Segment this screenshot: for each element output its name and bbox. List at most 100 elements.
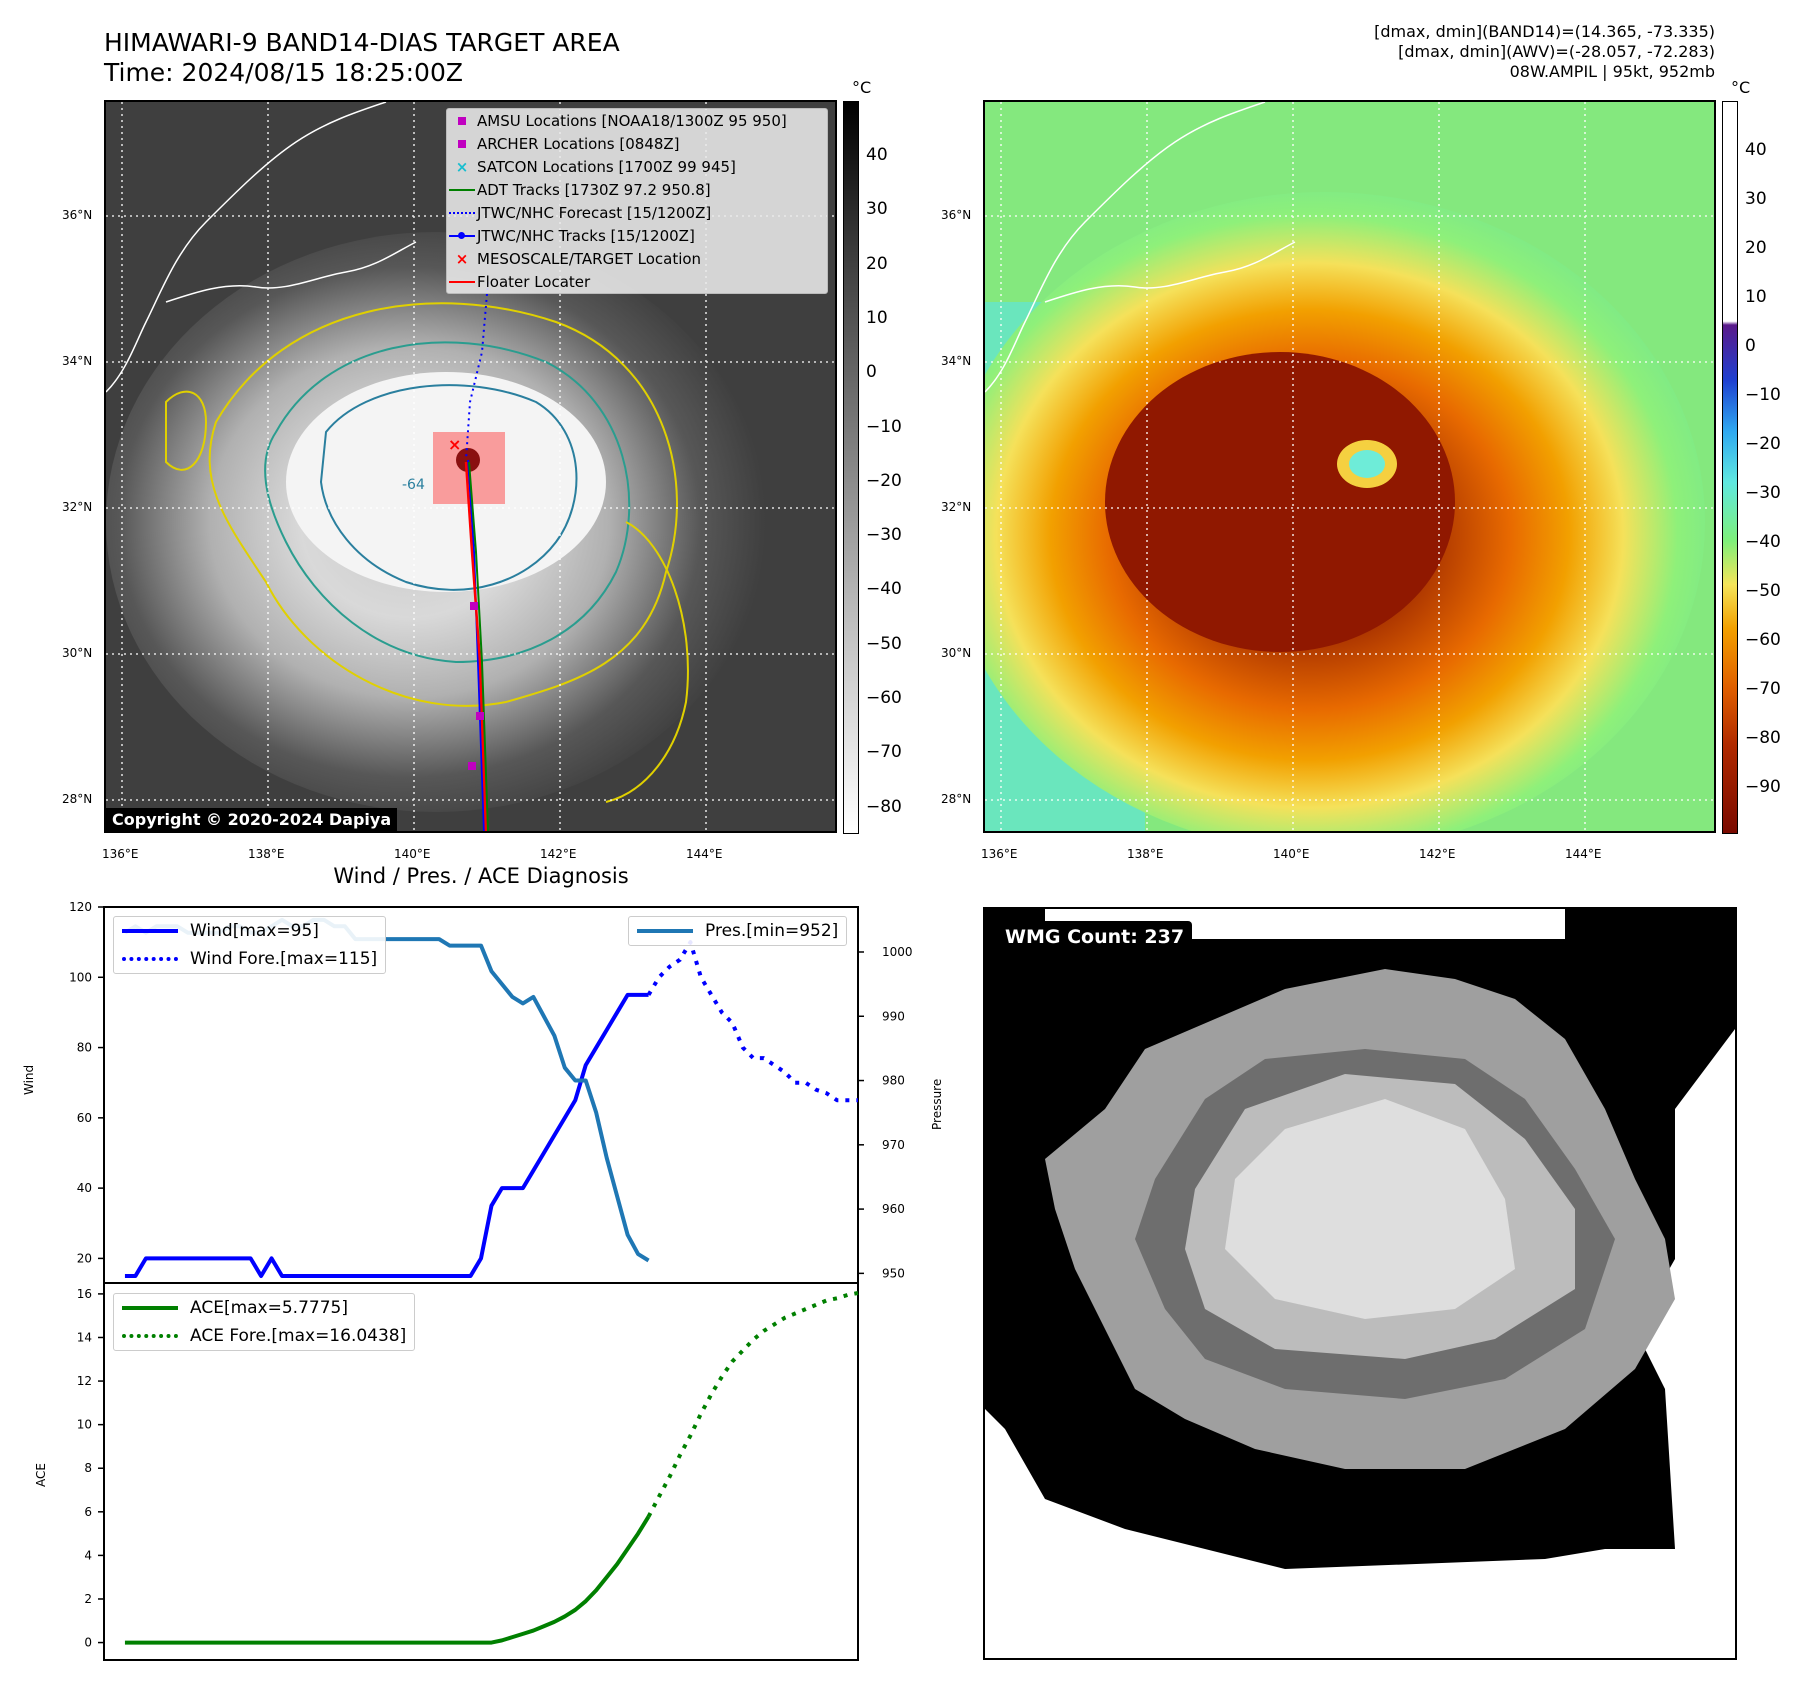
wind-tick-label: 80 bbox=[77, 1041, 92, 1055]
lon-label: 138°E bbox=[248, 847, 285, 861]
awv-colorbar-tick-label: −10 bbox=[1745, 385, 1781, 405]
pressure-axis-label: Pressure bbox=[930, 1078, 944, 1130]
ace-axis-label: ACE bbox=[34, 1463, 48, 1487]
wind-series-line-1 bbox=[646, 940, 858, 1103]
wmg-panel[interactable]: WMG Count: 237 bbox=[983, 907, 1737, 1660]
wind-series-line-0 bbox=[124, 992, 649, 1278]
lat-label: 32°N bbox=[62, 500, 93, 514]
ir-map-legend: AMSU Locations [NOAA18/1300Z 95 950] ARC… bbox=[446, 108, 828, 294]
copyright-badge: Copyright © 2020-2024 Dapiya bbox=[106, 808, 398, 831]
info-line-band14: [dmax, dmin](BAND14)=(14.365, -73.335) bbox=[1374, 22, 1715, 41]
figure-title-line1: HIMAWARI-9 BAND14-DIAS TARGET AREA bbox=[104, 28, 620, 57]
lon-label: 136°E bbox=[981, 847, 1018, 861]
legend-item-archer: ARCHER Locations [0848Z] bbox=[447, 132, 827, 155]
lat-label: 30°N bbox=[941, 646, 972, 660]
figure-title-line2: Time: 2024/08/15 18:25:00Z bbox=[104, 58, 463, 87]
awv-colorbar-tick-label: 0 bbox=[1745, 336, 1756, 356]
awv-colorbar-tick-label: 30 bbox=[1745, 189, 1767, 209]
awv-colorbar-tick-label: 20 bbox=[1745, 238, 1767, 258]
ace-series-line-1 bbox=[646, 1291, 859, 1518]
awv-colorbar-tick-label: −90 bbox=[1745, 777, 1781, 797]
contour-label: -64 bbox=[402, 477, 425, 493]
wmg-image bbox=[985, 909, 1735, 1569]
wind-tick-label: 20 bbox=[77, 1251, 92, 1265]
wind-tick-label: 120 bbox=[69, 900, 92, 914]
lat-label: 36°N bbox=[941, 208, 972, 222]
ir-colorbar-tick-label: −60 bbox=[866, 688, 902, 708]
legend-item-ace-forecast: ACE Fore.[max=16.0438] bbox=[114, 1322, 414, 1350]
ir-colorbar-tick-label: −20 bbox=[866, 470, 902, 491]
ir-satellite-map[interactable]: × AMSU Locations [NOAA18/1300Z 95 950] A… bbox=[104, 100, 837, 833]
awv-colorbar-tick-label: 40 bbox=[1745, 140, 1767, 160]
ir-colorbar-tick-label: −50 bbox=[866, 633, 902, 654]
ir-colorbar-tick-label: −30 bbox=[866, 525, 902, 546]
awv-colorbar-tick-label: −40 bbox=[1745, 532, 1781, 552]
awv-satellite-map[interactable] bbox=[983, 100, 1716, 833]
legend-item-amsu: AMSU Locations [NOAA18/1300Z 95 950] bbox=[447, 109, 827, 132]
legend-item-pressure: Pres.[min=952] bbox=[629, 917, 846, 945]
ir-colorbar-tick-label: −70 bbox=[866, 742, 902, 763]
ace-tick-label: 14 bbox=[77, 1330, 92, 1344]
wind-axis-label: Wind bbox=[22, 1064, 36, 1095]
lon-label: 144°E bbox=[1565, 847, 1602, 861]
legend-item-wind-forecast: Wind Fore.[max=115] bbox=[114, 945, 385, 973]
pressure-tick-label: 990 bbox=[882, 1009, 905, 1023]
ace-tick-label: 4 bbox=[84, 1548, 92, 1562]
ir-colorbar-tick-label: 0 bbox=[866, 362, 877, 383]
legend-item-ace: ACE[max=5.7775] bbox=[114, 1294, 414, 1322]
lon-label: 140°E bbox=[394, 847, 431, 861]
wind-legend: Wind[max=95] Wind Fore.[max=115] bbox=[113, 916, 387, 974]
lon-label: 138°E bbox=[1127, 847, 1164, 861]
wind-tick-label: 40 bbox=[77, 1181, 92, 1195]
legend-item-wind: Wind[max=95] bbox=[114, 917, 385, 945]
awv-colorbar-tick-label: −50 bbox=[1745, 581, 1781, 601]
lat-label: 28°N bbox=[941, 792, 972, 806]
lat-label: 32°N bbox=[941, 500, 972, 514]
lat-label: 34°N bbox=[62, 354, 93, 368]
ace-tick-label: 10 bbox=[77, 1418, 92, 1432]
pressure-tick-label: 1000 bbox=[882, 945, 913, 959]
ace-legend: ACE[max=5.7775] ACE Fore.[max=16.0438] bbox=[113, 1293, 416, 1351]
lat-label: 36°N bbox=[62, 208, 93, 222]
ir-colorbar bbox=[843, 101, 859, 834]
pressure-tick-label: 960 bbox=[882, 1202, 905, 1216]
pressure-tick-label: 950 bbox=[882, 1266, 905, 1280]
ir-colorbar-tick-label: −10 bbox=[866, 416, 902, 437]
legend-item-floater: Floater Locater bbox=[447, 270, 827, 293]
ir-colorbar-tick-label: −80 bbox=[866, 796, 902, 817]
ir-colorbar-tick-label: 30 bbox=[866, 199, 888, 220]
ir-colorbar-unit: °C bbox=[852, 78, 872, 97]
awv-colorbar-tick-label: −60 bbox=[1745, 630, 1781, 650]
diagnosis-title: Wind / Pres. / ACE Diagnosis bbox=[333, 864, 629, 888]
info-line-awv: [dmax, dmin](AWV)=(-28.057, -72.283) bbox=[1398, 42, 1715, 61]
ace-series-line-0 bbox=[124, 1515, 651, 1645]
legend-item-jtwc-forecast: JTWC/NHC Forecast [15/1200Z] bbox=[447, 201, 827, 224]
lon-label: 144°E bbox=[686, 847, 723, 861]
pressure-legend: Pres.[min=952] bbox=[628, 916, 848, 946]
awv-map-image bbox=[985, 102, 1714, 831]
lon-label: 136°E bbox=[102, 847, 139, 861]
awv-colorbar-tick-label: −80 bbox=[1745, 728, 1781, 748]
awv-colorbar-unit: °C bbox=[1731, 78, 1751, 97]
awv-colorbar-tick-label: −70 bbox=[1745, 679, 1781, 699]
pressure-tick-label: 980 bbox=[882, 1074, 905, 1088]
lat-label: 28°N bbox=[62, 792, 93, 806]
ace-tick-label: 8 bbox=[84, 1461, 92, 1475]
intensity-info: [dmax, dmin](BAND14)=(14.365, -73.335) [… bbox=[1374, 22, 1715, 82]
ace-tick-label: 0 bbox=[84, 1636, 92, 1650]
awv-colorbar-tick-label: 10 bbox=[1745, 287, 1767, 307]
ace-tick-label: 16 bbox=[77, 1287, 92, 1301]
ir-colorbar-tick-label: 10 bbox=[866, 307, 888, 328]
lon-label: 140°E bbox=[1273, 847, 1310, 861]
ir-colorbar-tick-label: 20 bbox=[866, 253, 888, 274]
lat-label: 30°N bbox=[62, 646, 93, 660]
awv-colorbar bbox=[1722, 101, 1738, 834]
wind-tick-label: 100 bbox=[69, 970, 92, 984]
legend-item-mesoscale: × MESOSCALE/TARGET Location bbox=[455, 249, 702, 268]
info-line-storm: 08W.AMPIL | 95kt, 952mb bbox=[1509, 62, 1715, 81]
figure-title: HIMAWARI-9 BAND14-DIAS TARGET AREA Time:… bbox=[104, 28, 620, 88]
ace-tick-label: 2 bbox=[84, 1592, 92, 1606]
awv-colorbar-tick-label: −30 bbox=[1745, 483, 1781, 503]
legend-item-jtwc-tracks: JTWC/NHC Tracks [15/1200Z] bbox=[447, 224, 827, 247]
wind-tick-label: 60 bbox=[77, 1111, 92, 1125]
